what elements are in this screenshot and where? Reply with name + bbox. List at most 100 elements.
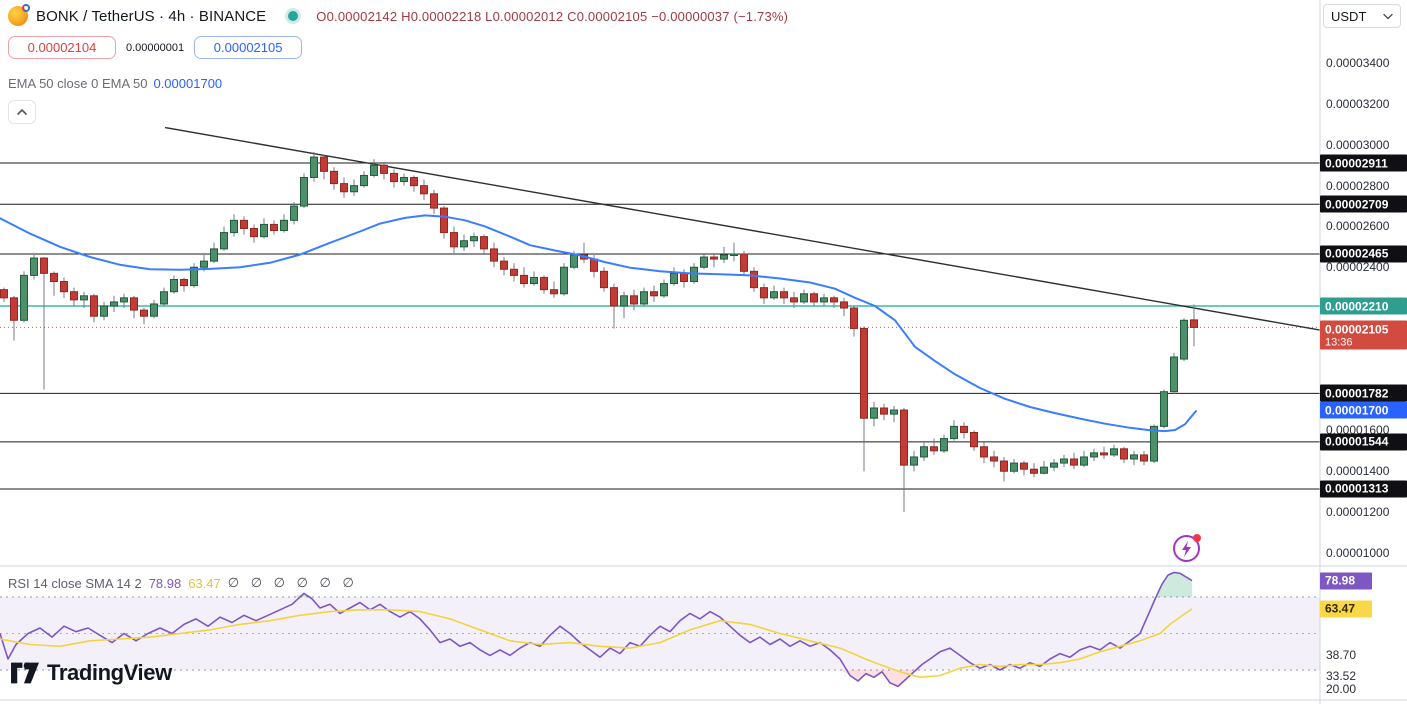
candle-down — [740, 253, 748, 272]
chevron-up-icon — [17, 108, 27, 115]
candle-down — [790, 297, 798, 303]
candle-up — [890, 409, 898, 415]
quick-trade-lightning-button[interactable] — [1173, 534, 1201, 562]
candle-up — [1050, 462, 1058, 468]
buy-price-button[interactable]: 0.00002105 — [194, 36, 303, 59]
lightning-bolt-icon — [1182, 541, 1191, 557]
ema-legend[interactable]: EMA 50 close 0 EMA 50 0.00001700 — [8, 76, 222, 91]
candle-up — [280, 219, 288, 232]
rsi-legend-label: RSI 14 close SMA 14 2 — [8, 575, 142, 591]
candle-down — [130, 297, 138, 311]
symbol-title[interactable]: BONK / TetherUS · 4h · BINANCE — [36, 7, 267, 25]
candle-up — [160, 291, 168, 305]
candle-down — [900, 409, 908, 466]
notification-dot — [1193, 534, 1201, 542]
candle-up — [1150, 425, 1158, 462]
rsi-empty-values: ∅ ∅ ∅ ∅ ∅ ∅ — [227, 575, 358, 590]
candle-down — [60, 281, 68, 293]
candle-up — [100, 305, 108, 317]
candle-up — [1170, 356, 1178, 393]
candle-up — [1160, 391, 1168, 427]
candle-down — [390, 172, 398, 183]
candle-down — [340, 183, 348, 193]
candle-down — [320, 156, 328, 172]
rsi-value: 78.98 — [148, 575, 182, 591]
candle-down — [850, 307, 858, 329]
bonk-coin-logo — [8, 4, 30, 26]
candle-up — [940, 438, 948, 452]
candle-up — [660, 283, 668, 297]
candle-down — [780, 291, 788, 299]
candle-up — [460, 240, 468, 248]
ohlc-values: O0.00002142 H0.00002218 L0.00002012 C0.0… — [316, 8, 789, 24]
candle-up — [370, 164, 378, 176]
candle-down — [430, 193, 438, 209]
candle-up — [640, 291, 648, 305]
candle-down — [680, 272, 688, 283]
candle-down — [10, 297, 18, 321]
candle-down — [980, 446, 988, 458]
candle-down — [600, 270, 608, 289]
candle-up — [110, 301, 118, 307]
candle-down — [270, 223, 278, 232]
candle-down — [1140, 454, 1148, 462]
candle-down — [590, 258, 598, 272]
collapse-panel-button[interactable] — [8, 100, 36, 124]
candle-down — [140, 309, 148, 317]
currency-unit-dropdown[interactable]: USDT — [1323, 4, 1401, 28]
chevron-down-icon — [1383, 13, 1393, 19]
candle-up — [770, 291, 778, 299]
candle-up — [1060, 458, 1068, 464]
candle-down — [180, 278, 188, 287]
currency-unit-label: USDT — [1331, 8, 1367, 24]
candle-up — [920, 446, 928, 458]
tradingview-logo-text: TradingView — [47, 660, 172, 685]
candle-up — [570, 254, 578, 268]
candle-up — [1090, 452, 1098, 458]
descending-trendline[interactable] — [164, 126, 1321, 331]
candle-up — [470, 236, 478, 242]
candle-down — [380, 164, 388, 174]
candle-up — [1040, 466, 1048, 474]
ema50-line[interactable] — [0, 214, 1197, 433]
rsi-sma-value: 63.47 — [188, 575, 221, 591]
candle-down — [330, 170, 338, 185]
candle-down — [1190, 319, 1198, 328]
candle-down — [500, 260, 508, 270]
candle-down — [860, 327, 868, 419]
candle-up — [310, 156, 318, 178]
candle-down — [960, 425, 968, 433]
candle-down — [970, 431, 978, 448]
candle-down — [40, 257, 48, 274]
candle-down — [1020, 462, 1028, 470]
candle-up — [620, 295, 628, 307]
candle-up — [150, 303, 158, 317]
candle-up — [870, 407, 878, 419]
sell-price-button[interactable]: 0.00002104 — [8, 36, 116, 59]
rsi-sma-line[interactable] — [0, 608, 1193, 679]
candle-up — [1010, 462, 1018, 472]
candle-up — [210, 248, 218, 262]
tradingview-logo[interactable]: TradingView — [10, 660, 172, 686]
candle-down — [90, 295, 98, 317]
candle-up — [290, 205, 298, 221]
candle-down — [630, 295, 638, 305]
ema-legend-label: EMA 50 close 0 EMA 50 — [8, 76, 148, 91]
candle-down — [540, 276, 548, 291]
candle-down — [520, 274, 528, 285]
candle-down — [240, 219, 248, 229]
market-status-dot — [288, 11, 299, 21]
candle-up — [730, 253, 738, 256]
rsi-legend[interactable]: RSI 14 close SMA 14 2 78.98 63.47 ∅ ∅ ∅ … — [8, 575, 358, 591]
candle-up — [910, 456, 918, 466]
candle-up — [800, 293, 808, 303]
candle-down — [810, 293, 818, 303]
quote-bar: 0.00002104 0.00000001 0.00002105 — [8, 36, 303, 59]
candle-down — [70, 291, 78, 301]
candle-down — [250, 227, 258, 238]
candle-down — [440, 207, 448, 234]
candle-down — [410, 176, 418, 187]
candle-down — [450, 232, 458, 248]
